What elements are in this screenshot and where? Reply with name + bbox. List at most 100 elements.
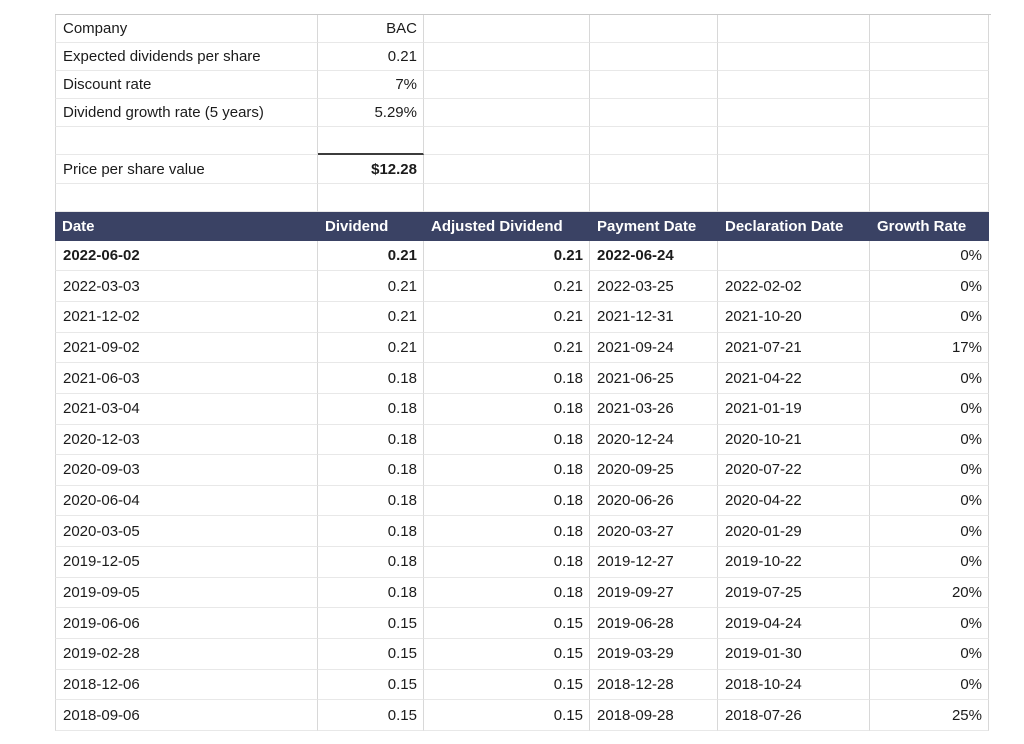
cell-payment-date[interactable]: 2020-09-25: [590, 455, 718, 486]
cell-adjusted-dividend[interactable]: 0.15: [424, 608, 590, 639]
cell-declaration-date[interactable]: 2021-01-19: [718, 393, 870, 425]
cell-payment-date[interactable]: 2021-12-31: [590, 301, 718, 333]
cell-growth-rate[interactable]: 0%: [870, 240, 989, 272]
cell-adjusted-dividend[interactable]: 0.18: [424, 363, 590, 394]
empty-cell[interactable]: [55, 127, 318, 156]
cell-dividend[interactable]: 0.21: [318, 332, 424, 364]
cell-date[interactable]: 2019-06-06: [55, 608, 318, 639]
empty-cell[interactable]: [590, 15, 718, 44]
header-cell-payment-date[interactable]: Payment Date: [590, 211, 718, 241]
cell-dividend[interactable]: 0.21: [318, 240, 424, 272]
cell-adjusted-dividend[interactable]: 0.21: [424, 271, 590, 302]
cell-payment-date[interactable]: 2022-06-24: [590, 240, 718, 272]
header-cell-adjusted-dividend[interactable]: Adjusted Dividend: [424, 211, 590, 241]
empty-cell[interactable]: [870, 15, 989, 44]
cell-payment-date[interactable]: 2020-12-24: [590, 424, 718, 456]
empty-cell[interactable]: [424, 99, 590, 128]
cell-payment-date[interactable]: 2021-09-24: [590, 332, 718, 364]
empty-cell[interactable]: [424, 15, 590, 44]
cell-adjusted-dividend[interactable]: 0.18: [424, 547, 590, 578]
summary-label-cell[interactable]: Price per share value: [55, 155, 318, 184]
empty-cell[interactable]: [718, 15, 870, 44]
empty-cell[interactable]: [870, 71, 989, 100]
cell-growth-rate[interactable]: 17%: [870, 332, 989, 364]
cell-payment-date[interactable]: 2019-12-27: [590, 547, 718, 578]
empty-cell[interactable]: [870, 155, 989, 184]
cell-dividend[interactable]: 0.15: [318, 669, 424, 701]
summary-value-cell[interactable]: 5.29%: [318, 99, 424, 128]
cell-growth-rate[interactable]: 0%: [870, 638, 989, 670]
cell-declaration-date[interactable]: 2021-10-20: [718, 301, 870, 333]
cell-payment-date[interactable]: 2020-06-26: [590, 485, 718, 517]
summary-label-cell[interactable]: Discount rate: [55, 71, 318, 100]
cell-date[interactable]: 2022-06-02: [55, 240, 318, 272]
cell-adjusted-dividend[interactable]: 0.15: [424, 638, 590, 670]
price-per-share-value-cell[interactable]: $12.28: [318, 155, 424, 184]
empty-cell[interactable]: [718, 155, 870, 184]
cell-growth-rate[interactable]: 0%: [870, 516, 989, 548]
cell-growth-rate[interactable]: 0%: [870, 271, 989, 302]
empty-cell[interactable]: [718, 127, 870, 156]
empty-cell[interactable]: [718, 183, 870, 212]
cell-declaration-date[interactable]: 2019-04-24: [718, 608, 870, 639]
cell-declaration-date[interactable]: 2020-10-21: [718, 424, 870, 456]
cell-declaration-date[interactable]: 2018-10-24: [718, 669, 870, 701]
empty-cell[interactable]: [424, 43, 590, 72]
cell-dividend[interactable]: 0.18: [318, 516, 424, 548]
cell-adjusted-dividend[interactable]: 0.18: [424, 393, 590, 425]
empty-cell[interactable]: [424, 155, 590, 184]
cell-payment-date[interactable]: 2019-06-28: [590, 608, 718, 639]
cell-declaration-date[interactable]: 2022-02-02: [718, 271, 870, 302]
cell-growth-rate[interactable]: 0%: [870, 485, 989, 517]
cell-growth-rate[interactable]: 20%: [870, 577, 989, 609]
empty-cell[interactable]: [870, 127, 989, 156]
cell-date[interactable]: 2021-12-02: [55, 301, 318, 333]
empty-cell[interactable]: [718, 99, 870, 128]
empty-cell[interactable]: [870, 99, 989, 128]
cell-growth-rate[interactable]: 25%: [870, 700, 989, 731]
cell-payment-date[interactable]: 2019-09-27: [590, 577, 718, 609]
empty-cell[interactable]: [590, 127, 718, 156]
cell-declaration-date[interactable]: 2019-01-30: [718, 638, 870, 670]
empty-cell[interactable]: [424, 127, 590, 156]
cell-dividend[interactable]: 0.18: [318, 577, 424, 609]
cell-date[interactable]: 2018-09-06: [55, 700, 318, 731]
empty-cell[interactable]: [718, 43, 870, 72]
summary-label-cell[interactable]: Company: [55, 15, 318, 44]
cell-growth-rate[interactable]: 0%: [870, 455, 989, 486]
cell-dividend[interactable]: 0.18: [318, 424, 424, 456]
cell-dividend[interactable]: 0.18: [318, 547, 424, 578]
cell-date[interactable]: 2020-03-05: [55, 516, 318, 548]
cell-adjusted-dividend[interactable]: 0.15: [424, 700, 590, 731]
cell-adjusted-dividend[interactable]: 0.18: [424, 424, 590, 456]
cell-dividend[interactable]: 0.15: [318, 700, 424, 731]
cell-declaration-date[interactable]: 2019-07-25: [718, 577, 870, 609]
cell-date[interactable]: 2020-06-04: [55, 485, 318, 517]
cell-date[interactable]: 2020-12-03: [55, 424, 318, 456]
cell-dividend[interactable]: 0.18: [318, 393, 424, 425]
cell-adjusted-dividend[interactable]: 0.18: [424, 485, 590, 517]
cell-dividend[interactable]: 0.21: [318, 271, 424, 302]
cell-growth-rate[interactable]: 0%: [870, 363, 989, 394]
cell-dividend[interactable]: 0.18: [318, 485, 424, 517]
cell-date[interactable]: 2020-09-03: [55, 455, 318, 486]
summary-label-cell[interactable]: Dividend growth rate (5 years): [55, 99, 318, 128]
cell-adjusted-dividend[interactable]: 0.18: [424, 455, 590, 486]
cell-date[interactable]: 2022-03-03: [55, 271, 318, 302]
cell-growth-rate[interactable]: 0%: [870, 608, 989, 639]
cell-growth-rate[interactable]: 0%: [870, 393, 989, 425]
cell-dividend[interactable]: 0.18: [318, 363, 424, 394]
cell-declaration-date[interactable]: 2020-04-22: [718, 485, 870, 517]
cell-growth-rate[interactable]: 0%: [870, 424, 989, 456]
empty-cell[interactable]: [424, 71, 590, 100]
cell-dividend[interactable]: 0.21: [318, 301, 424, 333]
cell-date[interactable]: 2018-12-06: [55, 669, 318, 701]
cell-adjusted-dividend[interactable]: 0.21: [424, 301, 590, 333]
cell-adjusted-dividend[interactable]: 0.18: [424, 516, 590, 548]
cell-dividend[interactable]: 0.18: [318, 455, 424, 486]
empty-cell[interactable]: [590, 155, 718, 184]
empty-cell[interactable]: [318, 183, 424, 212]
cell-declaration-date[interactable]: [718, 240, 870, 272]
cell-declaration-date[interactable]: 2021-04-22: [718, 363, 870, 394]
sum-line-cell[interactable]: [318, 127, 424, 156]
